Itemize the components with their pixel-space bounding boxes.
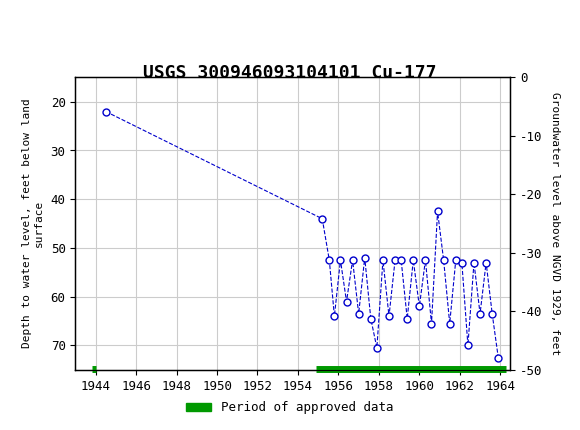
Y-axis label: Groundwater level above NGVD 1929, feet: Groundwater level above NGVD 1929, feet — [550, 92, 560, 355]
Y-axis label: Depth to water level, feet below land
surface: Depth to water level, feet below land su… — [22, 99, 44, 348]
Text: █USGS: █USGS — [12, 15, 70, 37]
Text: USGS 300946093104101 Cu-177: USGS 300946093104101 Cu-177 — [143, 64, 437, 82]
Legend: Period of approved data: Period of approved data — [181, 396, 399, 419]
